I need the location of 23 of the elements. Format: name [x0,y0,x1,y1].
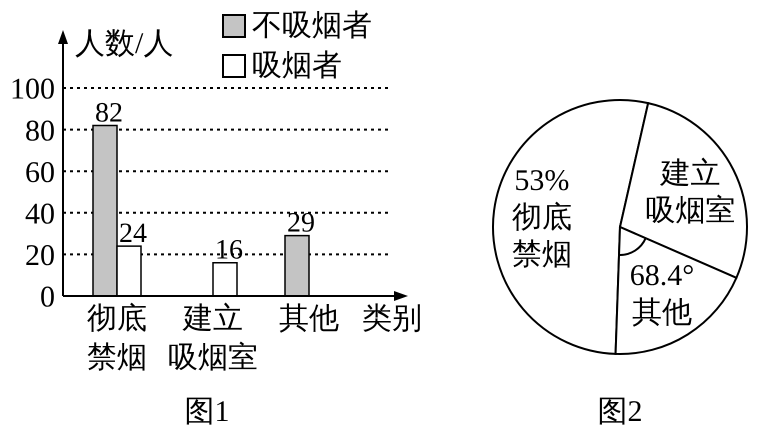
text: 图1 [184,394,230,430]
slice-label: 建立吸烟室 [645,157,736,227]
y-tick-label: 100 [10,72,55,106]
text: 图2 [598,394,642,430]
y-axis-title: 人数/人 [75,27,174,60]
legend-label: 不吸烟者 [252,8,372,44]
y-tick-label: 20 [25,239,55,272]
x-tick-label: 其他 [279,302,339,335]
x-tick-label: 彻底禁烟 [87,302,147,374]
legend-label: 吸烟者 [252,48,342,84]
y-tick-label: 40 [25,197,55,230]
data-label: 24 [119,218,147,250]
legend-label: 彻底禁烟 [512,200,572,271]
y-tick-label: 0 [40,280,55,314]
x-axis-title: 类别 [362,302,422,335]
data-label: 82 [95,97,123,128]
data-label: 53% [514,164,570,197]
data-label: 29 [287,208,315,239]
data-label: 16 [215,234,243,266]
y-tick-label: 60 [25,156,55,189]
text: 68.4° [630,259,694,292]
x-tick-label: 建立吸烟室 [168,302,258,374]
y-tick-label: 80 [25,114,55,148]
